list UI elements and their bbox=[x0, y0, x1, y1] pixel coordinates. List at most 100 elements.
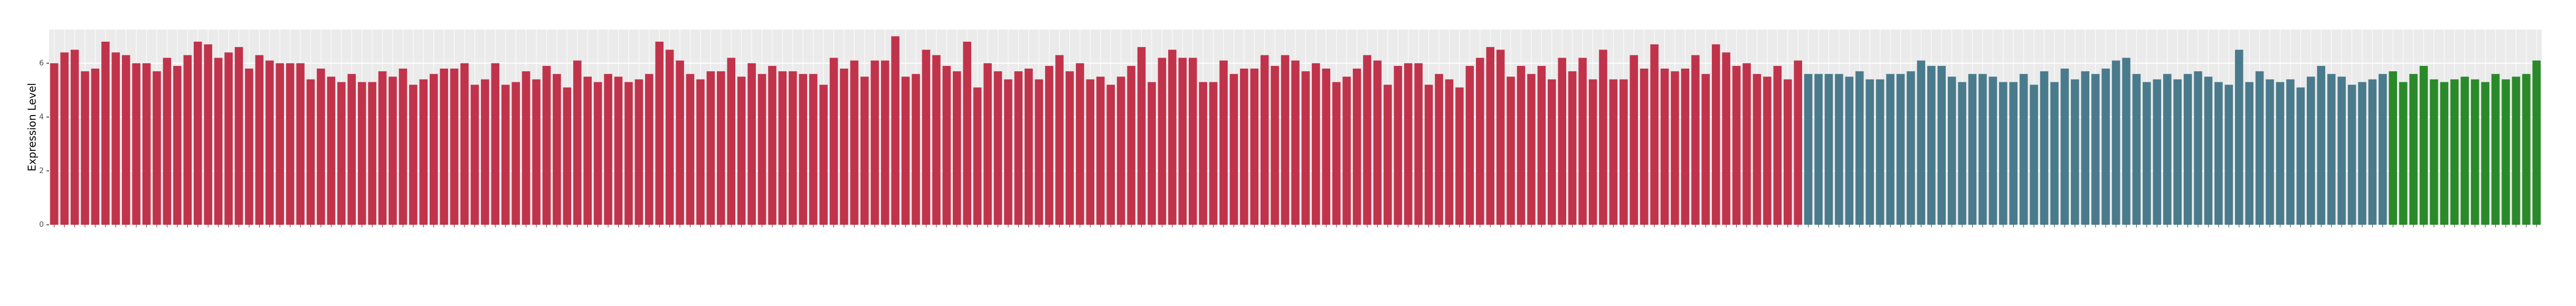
bar bbox=[922, 50, 931, 225]
bar bbox=[1558, 58, 1567, 225]
bar bbox=[2399, 82, 2408, 225]
bar bbox=[1342, 77, 1351, 225]
bar bbox=[1907, 71, 1915, 225]
bar bbox=[1414, 63, 1423, 225]
bar bbox=[542, 65, 551, 225]
bar bbox=[1968, 74, 1977, 225]
bar bbox=[1876, 79, 1884, 225]
bar bbox=[2368, 79, 2377, 225]
bar bbox=[347, 74, 356, 225]
bar bbox=[419, 79, 428, 225]
bar bbox=[2266, 79, 2274, 225]
bar bbox=[1773, 65, 1782, 225]
bar bbox=[645, 74, 654, 225]
bar bbox=[1404, 63, 1413, 225]
bar bbox=[1229, 74, 1238, 225]
bar bbox=[614, 77, 623, 225]
bar bbox=[522, 71, 531, 225]
bar bbox=[2481, 82, 2489, 225]
bar bbox=[276, 63, 284, 225]
bar bbox=[2009, 82, 2018, 225]
bar bbox=[583, 77, 592, 225]
bar bbox=[2143, 82, 2151, 225]
bar bbox=[2419, 65, 2428, 225]
bar bbox=[1609, 79, 1618, 225]
bar bbox=[2245, 82, 2253, 225]
y-tick-label: 0 bbox=[39, 221, 44, 229]
bar bbox=[2071, 79, 2079, 225]
bar bbox=[2389, 71, 2398, 225]
bar bbox=[1312, 63, 1320, 225]
bar bbox=[1445, 79, 1454, 225]
bar bbox=[2440, 82, 2449, 225]
bar bbox=[1845, 77, 1854, 225]
bar bbox=[2081, 71, 2090, 225]
bar bbox=[1332, 82, 1341, 225]
bar bbox=[204, 44, 212, 225]
bar bbox=[70, 50, 79, 225]
bar bbox=[2163, 74, 2172, 225]
bar bbox=[1004, 79, 1012, 225]
bar bbox=[768, 65, 776, 225]
bar bbox=[676, 60, 684, 225]
bar bbox=[2204, 77, 2213, 225]
bar bbox=[224, 52, 233, 225]
bar bbox=[1435, 74, 1443, 225]
bar bbox=[1886, 74, 1895, 225]
bar bbox=[173, 65, 182, 225]
bar bbox=[1947, 77, 1956, 225]
bar bbox=[1783, 79, 1792, 225]
bar bbox=[2327, 74, 2336, 225]
bar bbox=[2522, 74, 2531, 225]
bar bbox=[1814, 74, 1823, 225]
bar bbox=[1855, 71, 1864, 225]
bar bbox=[2050, 82, 2059, 225]
bar bbox=[2502, 79, 2510, 225]
bar bbox=[1168, 50, 1177, 225]
bar bbox=[1116, 77, 1125, 225]
bar bbox=[378, 71, 387, 225]
bar bbox=[665, 50, 674, 225]
bar bbox=[2173, 79, 2182, 225]
bar bbox=[1537, 65, 1546, 225]
bar bbox=[2430, 79, 2438, 225]
bar bbox=[1517, 65, 1526, 225]
bar bbox=[1394, 65, 1403, 225]
bar bbox=[1568, 71, 1577, 225]
bar bbox=[757, 74, 766, 225]
bar bbox=[573, 60, 582, 225]
bar bbox=[1671, 71, 1679, 225]
bar bbox=[901, 77, 910, 225]
bar bbox=[727, 58, 736, 225]
bar bbox=[789, 71, 797, 225]
bar bbox=[1599, 50, 1607, 225]
bar bbox=[2307, 77, 2315, 225]
bar bbox=[1896, 74, 1905, 225]
bar bbox=[840, 69, 848, 225]
bar bbox=[706, 71, 715, 225]
bar bbox=[2470, 79, 2479, 225]
bar bbox=[891, 36, 899, 225]
bar bbox=[1476, 58, 1484, 225]
bar bbox=[91, 69, 100, 225]
bar bbox=[1999, 82, 2007, 225]
bar bbox=[1732, 65, 1741, 225]
bar bbox=[2255, 71, 2264, 225]
bar bbox=[2101, 69, 2110, 225]
bar bbox=[1363, 55, 1371, 225]
bar bbox=[501, 84, 510, 225]
bar bbox=[686, 74, 695, 225]
bar bbox=[819, 84, 828, 225]
bar bbox=[234, 47, 243, 225]
bar bbox=[1620, 79, 1628, 225]
bar bbox=[2224, 84, 2233, 225]
bar bbox=[1250, 69, 1259, 225]
bar bbox=[553, 74, 561, 225]
bar bbox=[163, 58, 172, 225]
bar bbox=[2347, 84, 2356, 225]
bar bbox=[306, 79, 315, 225]
bar bbox=[799, 74, 808, 225]
bar bbox=[1742, 63, 1751, 225]
bar bbox=[337, 82, 346, 225]
